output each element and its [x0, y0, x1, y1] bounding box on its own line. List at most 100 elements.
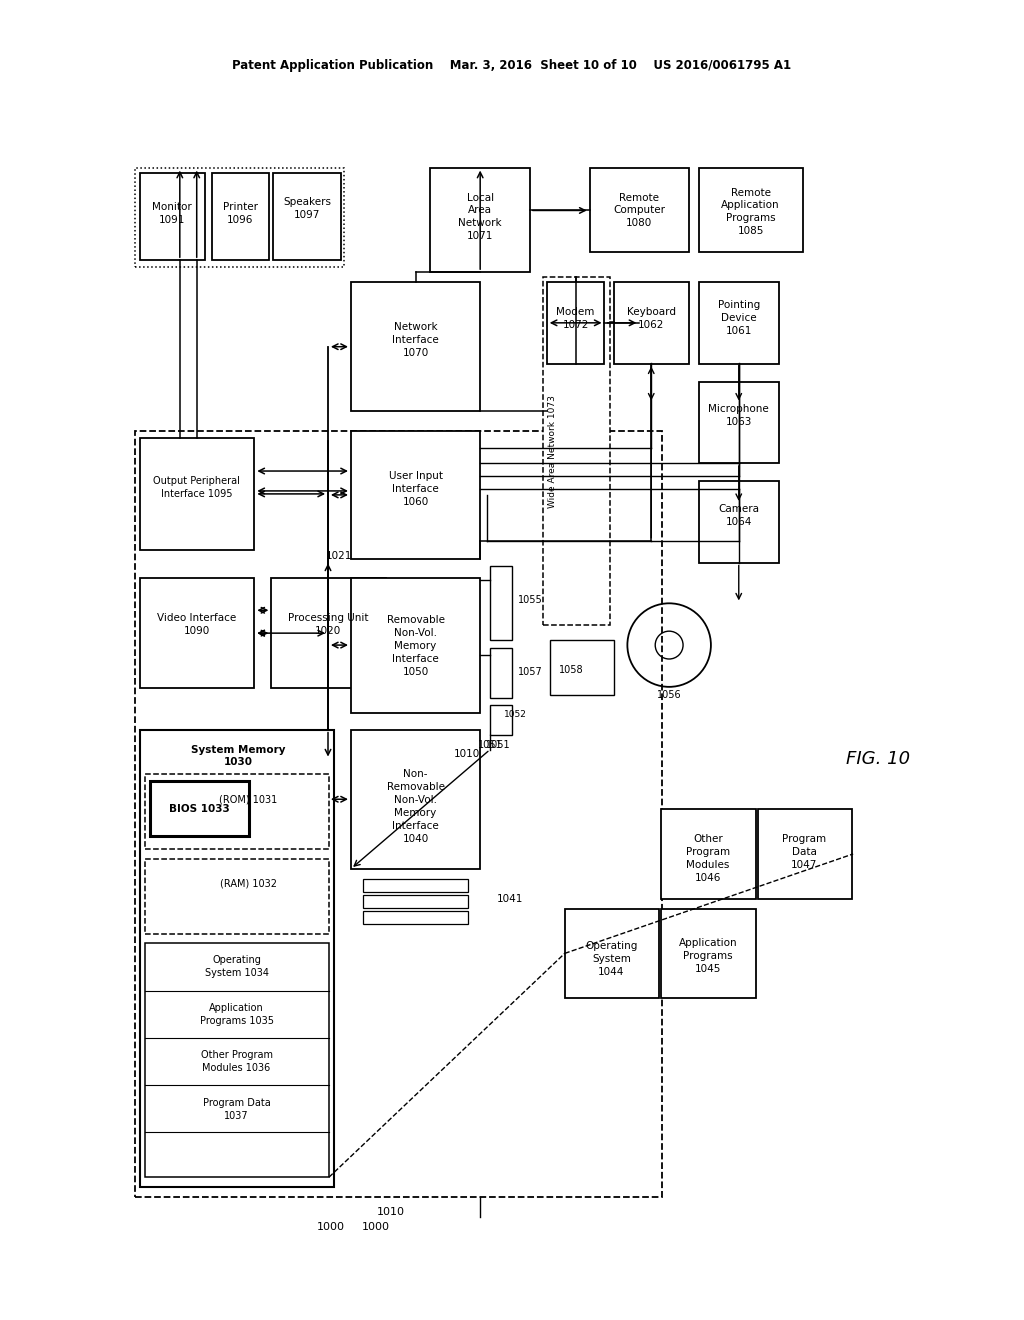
- Text: Interface: Interface: [392, 653, 439, 664]
- Text: Modem: Modem: [556, 306, 595, 317]
- Text: Removable: Removable: [386, 783, 444, 792]
- Bar: [135, 168, 344, 267]
- Text: Non-Vol.: Non-Vol.: [394, 795, 437, 805]
- Bar: [145, 859, 329, 933]
- Bar: [490, 705, 512, 735]
- Bar: [550, 640, 614, 694]
- Text: Interface: Interface: [392, 821, 439, 832]
- Text: Programs 1035: Programs 1035: [200, 1016, 273, 1026]
- Text: Other: Other: [693, 834, 723, 843]
- Text: Processing Unit: Processing Unit: [288, 614, 369, 623]
- Bar: [140, 730, 334, 1187]
- Text: Area: Area: [468, 206, 493, 215]
- Text: Device: Device: [721, 313, 757, 323]
- Bar: [430, 168, 529, 272]
- Text: Network: Network: [393, 322, 437, 331]
- Bar: [212, 173, 269, 260]
- Text: Local: Local: [467, 193, 494, 202]
- Text: (ROM) 1031: (ROM) 1031: [219, 795, 278, 804]
- Text: User Input: User Input: [388, 471, 442, 480]
- Bar: [547, 282, 604, 363]
- Text: Microphone: Microphone: [709, 404, 769, 414]
- Bar: [362, 911, 468, 924]
- Bar: [662, 809, 756, 899]
- Text: Wide Area Network 1073: Wide Area Network 1073: [548, 395, 557, 508]
- Bar: [564, 908, 659, 998]
- Text: Data: Data: [792, 847, 817, 857]
- Text: Remote: Remote: [731, 187, 771, 198]
- Bar: [590, 168, 689, 252]
- Text: Non-Vol.: Non-Vol.: [394, 628, 437, 638]
- Bar: [140, 438, 254, 549]
- Bar: [140, 173, 205, 260]
- Bar: [273, 173, 341, 260]
- Text: Interface 1095: Interface 1095: [161, 488, 232, 499]
- Text: 1055: 1055: [517, 595, 543, 606]
- Text: Video Interface: Video Interface: [157, 614, 237, 623]
- Text: System 1034: System 1034: [205, 969, 268, 978]
- Text: 1044: 1044: [598, 968, 625, 977]
- Text: Modules 1036: Modules 1036: [203, 1063, 270, 1073]
- Text: 1070: 1070: [402, 347, 429, 358]
- Text: Camera: Camera: [718, 504, 759, 513]
- Bar: [150, 781, 250, 836]
- Text: 1072: 1072: [562, 319, 589, 330]
- Text: 1047: 1047: [792, 859, 817, 870]
- Bar: [699, 480, 778, 562]
- Text: 1057: 1057: [517, 667, 543, 677]
- Bar: [135, 432, 663, 1197]
- Text: Operating: Operating: [212, 956, 261, 965]
- Text: 1063: 1063: [726, 417, 752, 428]
- Text: 1096: 1096: [227, 215, 254, 226]
- Text: Program Data: Program Data: [203, 1098, 270, 1107]
- Text: Network: Network: [459, 218, 502, 228]
- Text: 1051: 1051: [478, 739, 503, 750]
- Text: 1000: 1000: [317, 1222, 345, 1232]
- Text: Pointing: Pointing: [718, 300, 760, 310]
- Bar: [543, 277, 610, 626]
- Bar: [614, 282, 689, 363]
- Bar: [699, 282, 778, 363]
- Bar: [758, 809, 852, 899]
- Bar: [145, 775, 329, 849]
- Bar: [351, 730, 480, 869]
- Text: 1061: 1061: [726, 326, 752, 335]
- Text: 1064: 1064: [726, 516, 752, 527]
- Text: Output Peripheral: Output Peripheral: [154, 477, 241, 486]
- Bar: [490, 565, 512, 640]
- Text: BIOS 1033: BIOS 1033: [169, 804, 230, 814]
- Text: Modules: Modules: [686, 859, 730, 870]
- Text: 1030: 1030: [224, 758, 253, 767]
- Text: 1050: 1050: [402, 667, 429, 677]
- Text: 1062: 1062: [638, 319, 665, 330]
- Text: FIG. 10: FIG. 10: [846, 751, 910, 768]
- Text: Patent Application Publication    Mar. 3, 2016  Sheet 10 of 10    US 2016/006179: Patent Application Publication Mar. 3, 2…: [232, 59, 792, 71]
- Text: 1051: 1051: [485, 739, 510, 750]
- Text: Printer: Printer: [223, 202, 258, 213]
- Text: 1040: 1040: [402, 834, 429, 843]
- Text: 1058: 1058: [559, 665, 584, 675]
- Text: Non-: Non-: [403, 770, 428, 779]
- Text: System: System: [592, 954, 631, 965]
- Text: Interface: Interface: [392, 335, 439, 345]
- Text: 1091: 1091: [159, 215, 185, 226]
- Text: Other Program: Other Program: [201, 1049, 272, 1060]
- Bar: [662, 908, 756, 998]
- Text: Remote: Remote: [620, 193, 659, 202]
- Bar: [271, 578, 386, 688]
- Text: 1080: 1080: [627, 218, 652, 228]
- Text: Speakers: Speakers: [283, 198, 331, 207]
- Bar: [351, 282, 480, 412]
- Text: 1085: 1085: [737, 226, 764, 236]
- Text: 1010: 1010: [377, 1206, 404, 1217]
- Text: Keyboard: Keyboard: [627, 306, 676, 317]
- Text: 1041: 1041: [497, 894, 523, 904]
- Text: 1097: 1097: [294, 210, 321, 220]
- Bar: [490, 648, 512, 698]
- Text: 1021: 1021: [326, 550, 352, 561]
- Text: Program: Program: [686, 847, 730, 857]
- Text: Application: Application: [679, 939, 737, 949]
- Text: Programs: Programs: [726, 214, 775, 223]
- Text: Computer: Computer: [613, 206, 666, 215]
- Text: Memory: Memory: [394, 642, 436, 651]
